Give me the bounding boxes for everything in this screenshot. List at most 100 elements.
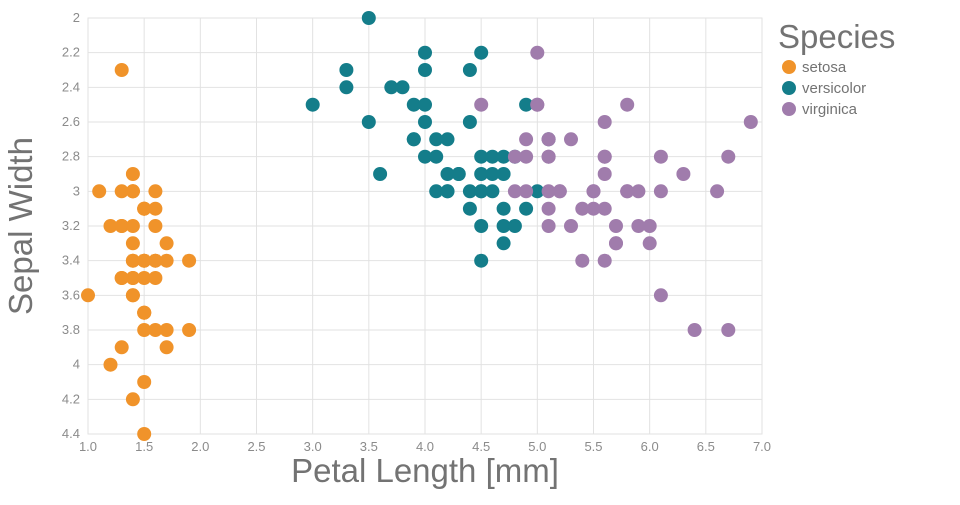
data-point-setosa [114, 271, 129, 285]
data-point-setosa [148, 201, 163, 216]
data-point-virginica [575, 201, 590, 216]
y-tick-labels: 2 2.2 2.4 2.6 2.8 3 3.2 3.4 3.6 3.8 4 4.2 4.4 [62, 10, 80, 441]
y-tick-label: 2.4 [62, 79, 80, 94]
y-tick-label: 2.8 [62, 149, 80, 164]
data-point-virginica [586, 184, 601, 199]
data-point-virginica [519, 132, 534, 147]
data-point-versicolor [418, 149, 432, 164]
data-point-versicolor [462, 63, 477, 77]
data-point-versicolor [474, 253, 489, 268]
data-point-virginica [507, 184, 522, 199]
data-point-setosa [92, 184, 107, 199]
data-point-setosa [125, 184, 140, 199]
data-point-virginica [687, 323, 702, 337]
data-point-versicolor [485, 167, 500, 181]
data-point-versicolor [485, 149, 500, 164]
data-point-versicolor [373, 167, 388, 181]
data-point-virginica [541, 184, 556, 199]
data-point-versicolor [339, 80, 354, 95]
data-point-versicolor [429, 184, 444, 199]
y-tick-label: 3.8 [62, 322, 80, 337]
y-tick-label: 2 [73, 10, 80, 25]
data-point-virginica [609, 236, 623, 251]
data-point-setosa [114, 184, 129, 199]
x-tick-label: 6.0 [641, 439, 659, 454]
data-point-versicolor [496, 201, 511, 216]
data-point-versicolor [496, 149, 511, 164]
legend-title: Species [778, 18, 895, 55]
x-tick-label: 5.0 [528, 439, 546, 454]
x-tick-labels: 1.0 1.5 2.0 2.5 3.0 3.5 4.0 4.5 5.0 5.5 6.0 6.5 7.0 [79, 439, 771, 454]
x-tick-label: 2.5 [247, 439, 265, 454]
data-point-virginica [519, 184, 534, 199]
data-point-virginica [541, 132, 556, 147]
data-point-versicolor [474, 149, 489, 164]
y-tick-label: 2.6 [62, 114, 80, 129]
data-point-setosa [81, 288, 95, 303]
data-point-setosa [103, 357, 118, 372]
data-point-versicolor [384, 80, 399, 95]
legend-label-versicolor: versicolor [802, 80, 866, 97]
data-point-setosa [137, 427, 152, 441]
x-tick-label: 5.5 [584, 439, 602, 454]
y-tick-label: 3.6 [62, 287, 80, 302]
data-point-virginica [642, 236, 657, 251]
data-point-setosa [125, 271, 140, 285]
data-point-virginica [552, 184, 567, 199]
data-point-virginica [620, 184, 635, 199]
data-point-versicolor [406, 132, 421, 147]
data-point-versicolor [474, 184, 489, 199]
data-point-virginica [586, 201, 601, 216]
data-point-versicolor [474, 45, 489, 60]
y-tick-label: 3 [73, 183, 80, 198]
y-tick-label: 2.2 [62, 45, 80, 60]
x-tick-label: 1.5 [135, 439, 153, 454]
data-point-versicolor [519, 201, 534, 216]
data-point-versicolor [496, 219, 511, 233]
data-point-setosa [125, 253, 140, 268]
data-point-virginica [653, 184, 668, 199]
data-point-versicolor [440, 167, 455, 181]
data-point-virginica [541, 219, 556, 233]
data-point-virginica [676, 167, 691, 181]
data-point-virginica [597, 115, 612, 129]
data-point-virginica [721, 149, 736, 164]
data-point-setosa [159, 323, 174, 337]
legend-label-virginica: virginica [802, 101, 858, 118]
data-point-setosa [125, 288, 140, 303]
data-point-versicolor [418, 97, 432, 112]
data-point-setosa [148, 184, 163, 199]
data-point-versicolor [451, 167, 466, 181]
data-point-setosa [182, 323, 197, 337]
data-point-versicolor [418, 45, 432, 60]
y-tick-label: 3.4 [62, 253, 80, 268]
data-point-versicolor [361, 115, 376, 129]
x-tick-label: 7.0 [753, 439, 771, 454]
data-point-virginica [653, 149, 668, 164]
data-point-setosa [137, 271, 152, 285]
x-tick-label: 1.0 [79, 439, 97, 454]
data-point-virginica [474, 97, 489, 112]
y-tick-label: 4.4 [62, 426, 80, 441]
data-point-virginica [519, 149, 534, 164]
data-point-virginica [653, 288, 668, 303]
data-point-setosa [148, 219, 163, 233]
data-point-setosa [159, 253, 174, 268]
data-point-virginica [631, 184, 646, 199]
data-point-versicolor [507, 219, 522, 233]
plot-border [87, 17, 763, 435]
data-point-versicolor [305, 97, 320, 112]
data-point-setosa [114, 340, 129, 355]
x-tick-label: 6.5 [697, 439, 715, 454]
data-point-virginica [721, 323, 736, 337]
data-point-versicolor [406, 97, 421, 112]
data-point-virginica [597, 167, 612, 181]
data-point-versicolor [418, 115, 432, 129]
data-point-virginica [642, 219, 657, 233]
x-tick-label: 3.5 [360, 439, 378, 454]
data-point-virginica [564, 132, 578, 147]
data-point-virginica [575, 253, 590, 268]
legend-label-setosa: setosa [802, 59, 847, 76]
